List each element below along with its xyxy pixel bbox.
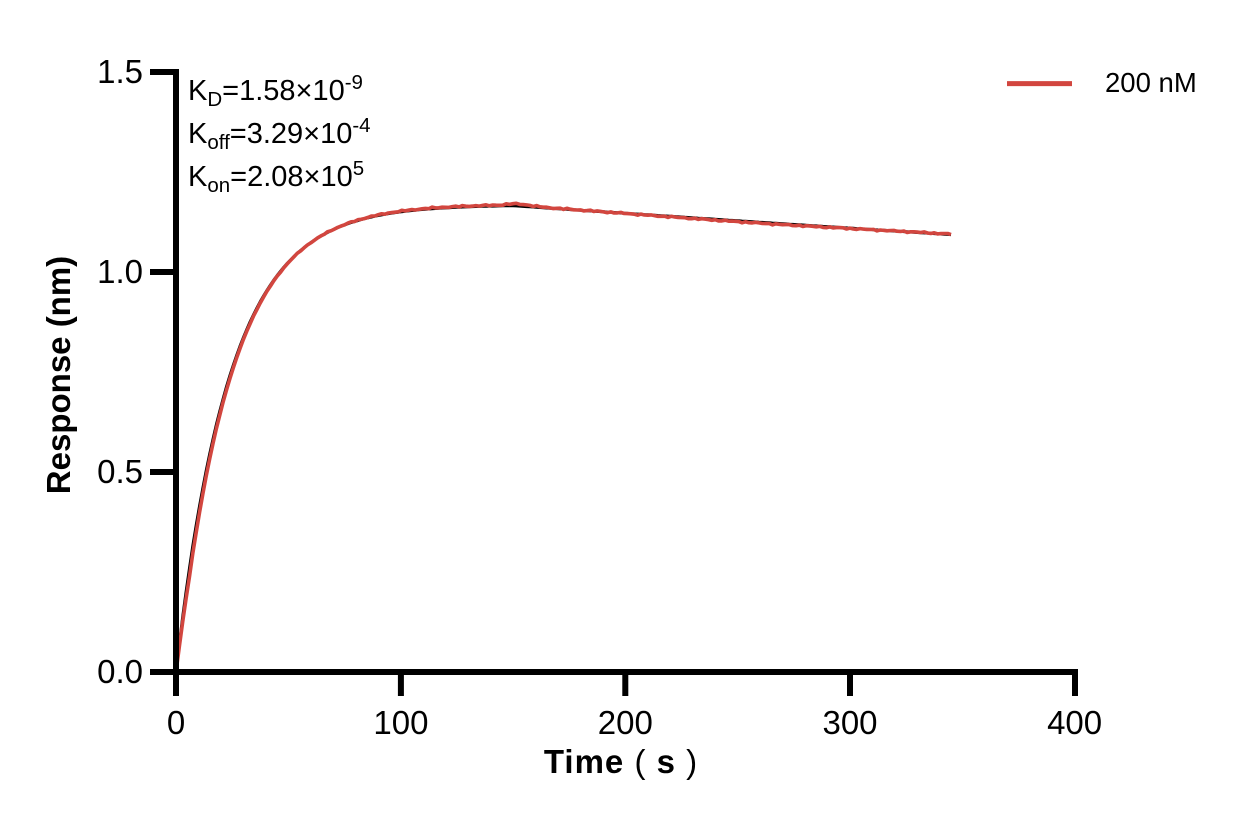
svg-text:0.0: 0.0 <box>97 653 143 690</box>
svg-text:1.5: 1.5 <box>97 53 143 90</box>
svg-text:Kon=2.08×105: Kon=2.08×105 <box>188 157 364 197</box>
svg-text:Time ( s ): Time ( s ) <box>544 743 698 780</box>
svg-text:200: 200 <box>598 704 653 741</box>
svg-text:Response (nm): Response (nm) <box>40 256 77 494</box>
svg-text:0.5: 0.5 <box>97 453 143 490</box>
svg-text:KD=1.58×10-9: KD=1.58×10-9 <box>188 71 363 111</box>
svg-text:Koff=3.29×10-4: Koff=3.29×10-4 <box>188 114 371 154</box>
svg-text:100: 100 <box>373 704 428 741</box>
svg-text:0: 0 <box>167 704 185 741</box>
svg-text:200 nM: 200 nM <box>1105 67 1197 98</box>
svg-text:400: 400 <box>1047 704 1102 741</box>
svg-text:1.0: 1.0 <box>97 253 143 290</box>
svg-text:300: 300 <box>822 704 877 741</box>
